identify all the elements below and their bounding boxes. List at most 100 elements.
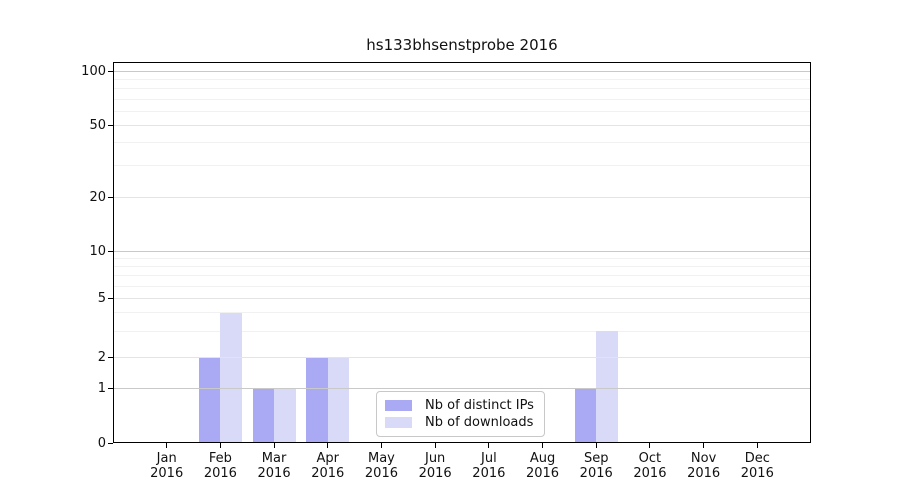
legend: Nb of distinct IPs Nb of downloads xyxy=(376,391,545,437)
bar-sep-distinct-ips xyxy=(574,388,597,443)
gridline-y-90 xyxy=(113,78,811,80)
gridline-y-70 xyxy=(113,98,811,100)
x-tick-label-aug: Aug 2016 xyxy=(507,451,579,481)
x-tick-aug xyxy=(542,443,544,448)
legend-entry-downloads: Nb of downloads xyxy=(385,414,536,431)
bar-feb-distinct-ips xyxy=(198,357,221,443)
gridline-y-20 xyxy=(113,196,811,198)
gridline-y-4 xyxy=(113,312,811,314)
bar-apr-downloads xyxy=(327,357,350,443)
x-tick-year: 2016 xyxy=(203,466,237,481)
gridline-y-9 xyxy=(113,257,811,259)
x-tick-may xyxy=(380,443,382,448)
gridline-y-5 xyxy=(113,298,811,299)
legend-label-downloads: Nb of downloads xyxy=(425,415,534,430)
y-tick-label-5: 5 xyxy=(97,291,106,306)
x-tick-mar xyxy=(273,443,275,448)
gridline-y-10 xyxy=(113,250,811,252)
y-tick-1 xyxy=(108,388,113,389)
x-tick-jun xyxy=(434,443,436,448)
x-tick-year: 2016 xyxy=(418,466,452,481)
y-tick-label-10: 10 xyxy=(89,243,106,259)
plot-area xyxy=(113,62,811,443)
y-tick-5 xyxy=(108,298,113,299)
x-tick-year: 2016 xyxy=(525,466,560,481)
x-tick-year: 2016 xyxy=(257,466,291,481)
y-tick-label-100: 100 xyxy=(81,63,106,79)
legend-entry-distinct-ips: Nb of distinct IPs xyxy=(385,397,536,414)
x-tick-label-jan: Jan 2016 xyxy=(131,451,203,481)
spine-top xyxy=(113,62,811,63)
x-tick-label-jul: Jul 2016 xyxy=(453,451,525,481)
y-tick-label-50: 50 xyxy=(89,118,106,133)
x-tick-label-jun: Jun 2016 xyxy=(399,451,471,481)
y-tick-10 xyxy=(108,250,113,252)
x-tick-year: 2016 xyxy=(150,466,184,481)
x-tick-year: 2016 xyxy=(472,466,506,481)
chart-title: hs133bhsenstprobe 2016 xyxy=(366,36,558,54)
spine-left xyxy=(113,62,114,443)
x-tick-month: Jan xyxy=(156,451,177,466)
y-tick-100 xyxy=(108,70,113,72)
x-tick-month: Apr xyxy=(316,451,340,466)
gridline-y-40 xyxy=(113,142,811,144)
bar-sep-downloads xyxy=(596,331,618,443)
x-tick-month: Oct xyxy=(638,451,662,466)
x-tick-month: Jun xyxy=(424,451,446,466)
x-tick-label-nov: Nov 2016 xyxy=(668,451,740,481)
legend-swatch-downloads xyxy=(385,417,412,428)
x-tick-label-dec: Dec 2016 xyxy=(721,451,793,481)
gridline-y-60 xyxy=(113,110,811,112)
gridline-y-50 xyxy=(113,125,811,126)
x-tick-label-oct: Oct 2016 xyxy=(614,451,686,481)
x-tick-year: 2016 xyxy=(579,466,613,481)
y-tick-20 xyxy=(108,196,113,198)
gridline-y-6 xyxy=(113,285,811,287)
gridline-y-80 xyxy=(113,88,811,90)
x-tick-month: Jul xyxy=(481,451,497,466)
x-tick-jul xyxy=(488,443,490,448)
gridline-y-3 xyxy=(113,330,811,332)
x-tick-year: 2016 xyxy=(311,466,345,481)
spine-bottom xyxy=(113,442,811,443)
gridline-y-8 xyxy=(113,265,811,267)
x-tick-feb xyxy=(219,443,221,448)
x-tick-label-apr: Apr 2016 xyxy=(292,451,364,481)
bar-mar-downloads xyxy=(274,388,296,443)
x-tick-jan xyxy=(166,443,168,448)
y-tick-label-1: 1 xyxy=(97,381,106,396)
y-tick-label-2: 2 xyxy=(97,350,106,365)
x-tick-month: Mar xyxy=(261,451,287,466)
x-tick-apr xyxy=(327,443,329,448)
x-tick-month: Aug xyxy=(529,451,556,466)
bar-feb-downloads xyxy=(220,312,242,443)
x-tick-month: May xyxy=(368,451,395,466)
x-tick-nov xyxy=(703,443,705,448)
legend-swatch-distinct-ips xyxy=(385,400,412,411)
x-tick-sep xyxy=(595,443,597,448)
y-tick-label-20: 20 xyxy=(89,189,106,205)
x-tick-label-sep: Sep 2016 xyxy=(560,451,632,481)
x-tick-label-feb: Feb 2016 xyxy=(184,451,256,481)
y-tick-50 xyxy=(108,125,113,126)
bar-apr-distinct-ips xyxy=(306,357,328,443)
x-tick-year: 2016 xyxy=(364,466,398,481)
x-tick-year: 2016 xyxy=(740,466,774,481)
spine-right xyxy=(810,62,811,443)
x-tick-dec xyxy=(756,443,758,448)
legend-label-distinct-ips: Nb of distinct IPs xyxy=(425,398,534,413)
y-tick-label-0: 0 xyxy=(97,435,106,451)
y-tick-2 xyxy=(108,357,113,358)
y-tick-0 xyxy=(108,442,113,444)
x-tick-label-may: May 2016 xyxy=(345,451,417,481)
x-tick-month: Dec xyxy=(744,451,770,466)
x-tick-month: Sep xyxy=(583,451,609,466)
gridline-y-30 xyxy=(113,164,811,166)
x-tick-oct xyxy=(649,443,651,448)
x-tick-year: 2016 xyxy=(633,466,667,481)
x-tick-year: 2016 xyxy=(687,466,721,481)
bar-mar-distinct-ips xyxy=(252,388,275,443)
x-tick-month: Nov xyxy=(690,451,717,466)
x-tick-month: Feb xyxy=(208,451,232,466)
